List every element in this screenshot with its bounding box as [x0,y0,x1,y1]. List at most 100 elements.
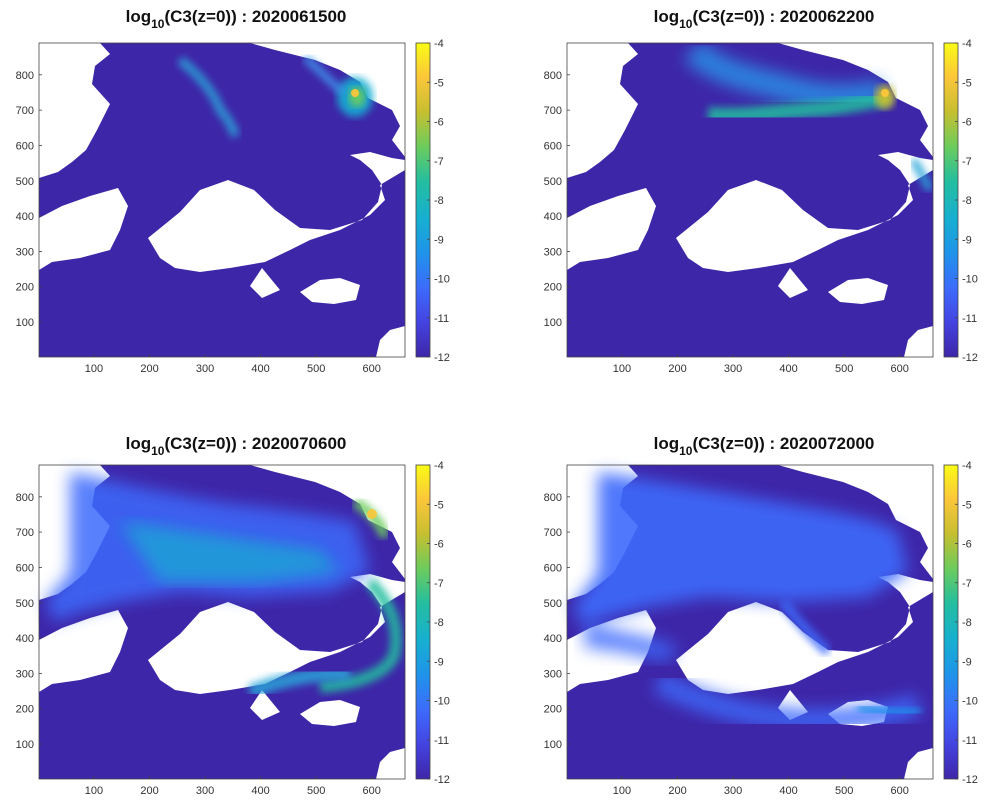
y-tick-label: 700 [544,527,562,539]
colorbar-tick-label: -4 [434,38,444,50]
colorbar: -4 -5 -6 -7 -8 -9 -10 -11 -12 [415,460,450,786]
x-tick-label: 300 [196,363,214,375]
plume-filament [707,90,890,124]
x-tick-label: 400 [779,363,797,375]
colorbar-tick-label: -10 [962,696,978,708]
y-tick-label: 400 [16,211,34,223]
y-tick-label: 300 [544,668,562,680]
land [567,43,933,357]
plume-south-area [247,666,351,699]
y-tick-label: 200 [16,282,34,294]
colorbar-tick-label: -12 [434,774,450,786]
y-tick-label: 700 [544,105,562,117]
colorbar-tick-label: -9 [434,656,444,668]
x-tick-label: 600 [362,785,380,797]
y-tick-label: 100 [16,317,34,329]
y-tick-label: 700 [16,105,34,117]
y-tick-label: 700 [16,527,34,539]
x-tick-label: 600 [362,363,380,375]
x-tick-label: 500 [835,785,853,797]
colorbar-tick-label: -7 [434,156,444,168]
colorbar-tick-label: -9 [962,656,972,668]
plume-stream [177,56,241,139]
y-tick-label: 500 [544,598,562,610]
x-tick-label: 100 [85,785,103,797]
colorbar-tick-label: -12 [962,774,978,786]
colorbar-tick-label: -8 [434,195,444,207]
y-tick-label: 400 [544,633,562,645]
tracer-plume [177,55,373,139]
map-area [38,464,406,780]
plume-peak [351,89,359,97]
y-tick-label: 200 [16,704,34,716]
plume-south-stream [319,577,403,693]
x-tick-label: 100 [85,363,103,375]
colorbar-tick-label: -4 [962,460,972,472]
colorbar-tick-label: -9 [962,234,972,246]
y-tick-label: 400 [544,211,562,223]
x-tick-label: 500 [307,785,325,797]
plume-peak [881,89,889,97]
x-tick-label: 300 [196,785,214,797]
x-tick-label: 600 [890,785,908,797]
x-tick-label: 500 [307,363,325,375]
plume-inner [120,522,340,582]
x-tick-label: 400 [251,785,269,797]
panel-title: log10(C3(z=0)) : 2020061500 [126,7,347,31]
colorbar-tick-label: -8 [962,195,972,207]
colorbar-tick-label: -6 [434,539,444,551]
colorbar-tick-label: -11 [962,313,977,325]
colorbar-tick-label: -10 [434,274,450,286]
colorbar-tick-label: -5 [962,499,972,511]
y-tick-label: 500 [16,598,34,610]
x-tick-label: 200 [140,785,158,797]
colorbar-tick-label: -11 [434,735,449,747]
colorbar-tick-label: -4 [434,460,444,472]
panel-title: log10(C3(z=0)) : 2020070600 [126,434,347,458]
colorbar-tick-label: -6 [434,117,444,129]
y-tick-label: 100 [544,739,562,751]
colorbar-tick-label: -5 [434,77,444,89]
y-tick-label: 300 [544,246,562,258]
y-tick-label: 800 [16,492,34,504]
x-tick-label: 500 [835,363,853,375]
plume-filament [302,55,346,95]
y-tick-label: 600 [544,562,562,574]
colorbar-tick-label: -11 [434,313,449,325]
y-tick-label: 100 [544,317,562,329]
colorbar: -4 -5 -6 -7 -8 -9 -10 -11 -12 [943,460,978,786]
panel-1: log10(C3(z=0)) : 2020061500 100 200 300 400… [16,7,450,375]
colorbar-tick-label: -5 [434,499,444,511]
y-tick-label: 800 [544,70,562,82]
panel-title: log10(C3(z=0)) : 2020062200 [654,7,875,31]
colorbar-tick-label: -6 [962,117,972,129]
colorbar: -4 -5 -6 -7 -8 -9 -10 -11 -12 [415,38,450,364]
y-tick-label: 300 [16,668,34,680]
x-tick-label: 400 [251,363,269,375]
map-area [566,40,934,358]
tracer-plume [683,40,934,192]
x-tick-label: 100 [613,363,631,375]
plume-filament [779,598,832,656]
y-tick-label: 600 [16,140,34,152]
colorbar-tick-label: -7 [434,578,444,590]
panel-2: log10(C3(z=0)) : 2020062200 100 200 300 400… [544,7,978,375]
plume-peak [367,509,377,519]
tracer-plume [45,472,403,699]
y-tick-label: 400 [16,633,34,645]
x-tick-label: 600 [890,363,908,375]
colorbar-tick-label: -7 [962,156,972,168]
colorbar-tick-label: -12 [962,352,978,364]
panel-3: log10(C3(z=0)) : 2020070600 100 200 300 400… [16,434,450,797]
y-tick-label: 100 [16,739,34,751]
colorbar-tick-label: -10 [962,274,978,286]
colorbar-tick-label: -12 [434,352,450,364]
colorbar-tick-label: -8 [434,617,444,629]
colorbar-tick-label: -11 [962,735,977,747]
colorbar-tick-label: -9 [434,234,444,246]
colorbar-tick-label: -7 [962,578,972,590]
land [39,43,405,357]
plume-west-area [583,622,678,662]
x-tick-label: 300 [724,363,742,375]
